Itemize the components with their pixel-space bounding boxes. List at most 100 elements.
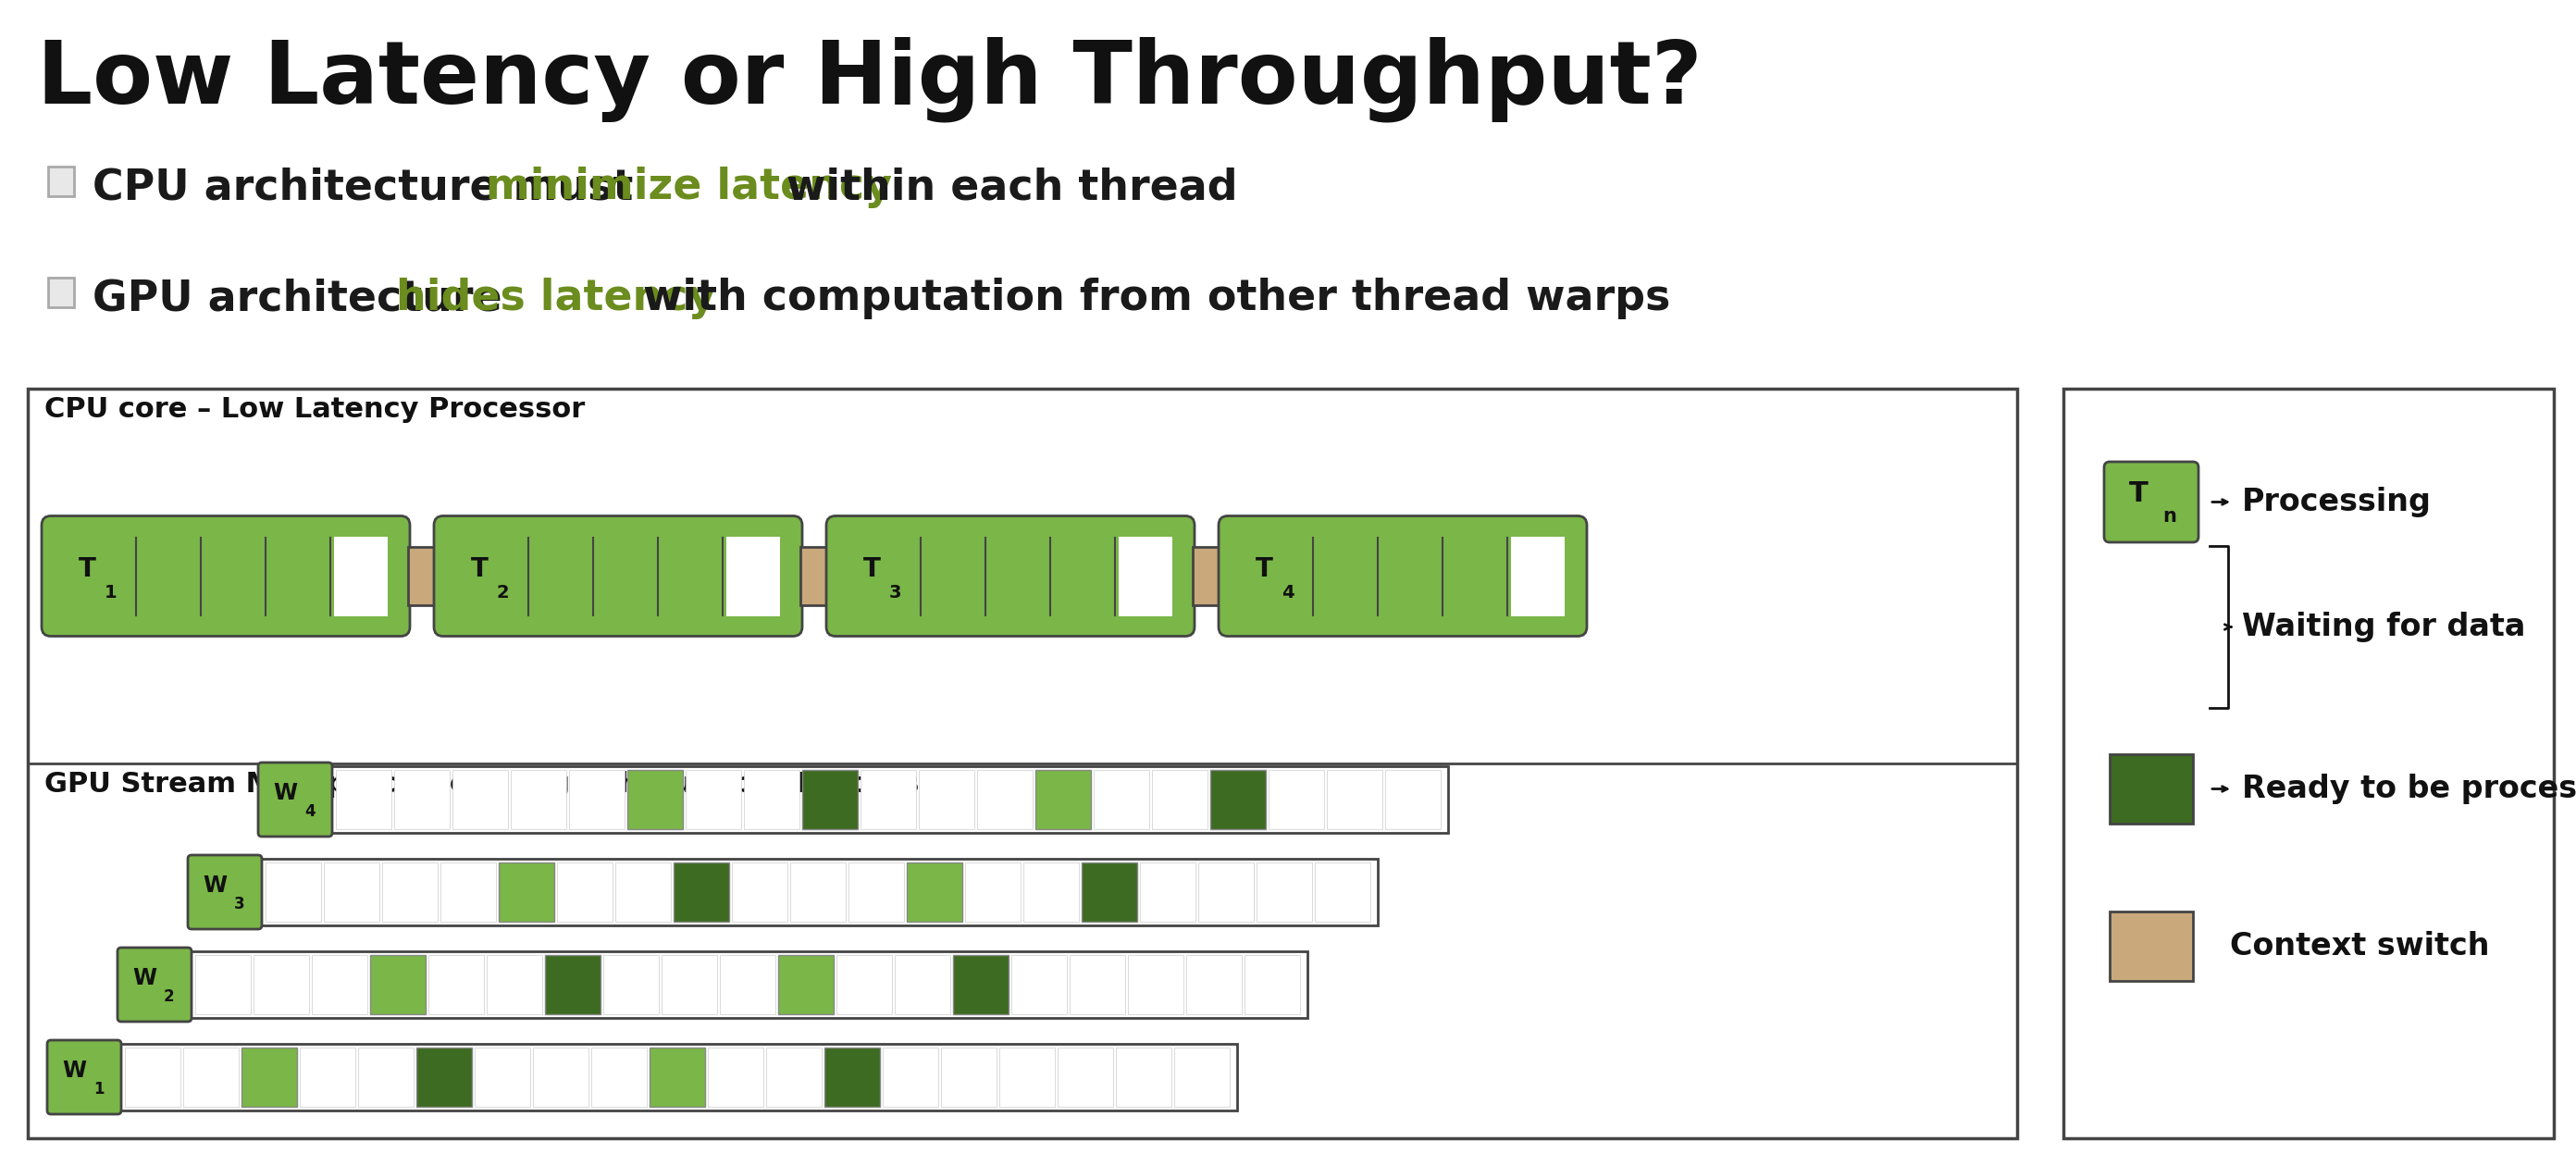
Bar xyxy=(121,1044,1236,1110)
Bar xyxy=(124,1047,180,1107)
Bar xyxy=(1257,863,1311,921)
Text: GPU architecture: GPU architecture xyxy=(93,278,518,319)
Bar xyxy=(1115,1047,1172,1107)
Text: CPU core – Low Latency Processor: CPU core – Low Latency Processor xyxy=(44,396,585,423)
Bar xyxy=(325,863,379,921)
Bar xyxy=(1012,955,1066,1014)
Bar xyxy=(1386,770,1440,829)
Text: with computation from other thread warps: with computation from other thread warps xyxy=(629,278,1669,319)
Bar xyxy=(649,1047,706,1107)
Bar xyxy=(966,863,1020,921)
Text: hides latency: hides latency xyxy=(397,278,716,319)
Bar xyxy=(139,536,193,616)
Bar xyxy=(592,1047,647,1107)
FancyBboxPatch shape xyxy=(827,515,1195,637)
FancyBboxPatch shape xyxy=(1218,515,1587,637)
FancyBboxPatch shape xyxy=(118,948,191,1021)
Bar xyxy=(884,1047,938,1107)
Text: Context switch: Context switch xyxy=(2231,930,2488,962)
Bar xyxy=(662,955,716,1014)
Bar xyxy=(1198,863,1255,921)
Bar xyxy=(28,388,2017,1138)
Text: T: T xyxy=(2130,480,2148,507)
Bar xyxy=(1327,770,1383,829)
Bar xyxy=(1095,770,1149,829)
Bar xyxy=(242,1047,296,1107)
Bar xyxy=(1185,955,1242,1014)
Bar xyxy=(719,955,775,1014)
FancyBboxPatch shape xyxy=(188,855,263,929)
FancyBboxPatch shape xyxy=(258,763,332,836)
Bar xyxy=(191,951,1309,1018)
Bar xyxy=(685,770,742,829)
Text: Waiting for data: Waiting for data xyxy=(2241,612,2524,642)
Bar xyxy=(335,536,389,616)
Bar xyxy=(1141,863,1195,921)
Text: T: T xyxy=(471,556,489,582)
Bar xyxy=(265,863,322,921)
Bar xyxy=(2110,912,2192,981)
Text: W: W xyxy=(273,781,296,805)
Bar xyxy=(744,770,799,829)
Text: 1: 1 xyxy=(93,1081,103,1097)
Bar xyxy=(1128,955,1182,1014)
Text: n: n xyxy=(2164,507,2177,525)
Bar xyxy=(860,770,917,829)
Bar xyxy=(1151,770,1208,829)
Bar xyxy=(953,955,1010,1014)
Bar xyxy=(672,863,729,921)
Bar xyxy=(1244,955,1301,1014)
Bar xyxy=(894,955,951,1014)
Bar xyxy=(270,536,322,616)
FancyBboxPatch shape xyxy=(433,515,801,637)
Text: 4: 4 xyxy=(304,803,314,820)
Bar xyxy=(299,1047,355,1107)
Bar xyxy=(183,1047,240,1107)
Bar xyxy=(49,278,75,307)
Bar xyxy=(312,955,368,1014)
FancyBboxPatch shape xyxy=(41,515,410,637)
Text: W: W xyxy=(62,1060,85,1082)
Bar xyxy=(1316,536,1370,616)
Bar xyxy=(335,770,392,829)
Text: W: W xyxy=(131,967,157,989)
Bar xyxy=(1069,955,1126,1014)
Bar xyxy=(1118,536,1172,616)
Bar xyxy=(989,536,1043,616)
Bar xyxy=(533,536,585,616)
Text: 2: 2 xyxy=(165,989,175,1005)
Bar xyxy=(603,955,659,1014)
Bar xyxy=(976,770,1033,829)
Bar xyxy=(417,1047,471,1107)
Bar xyxy=(662,536,716,616)
Bar xyxy=(791,863,845,921)
Text: Low Latency or High Throughput?: Low Latency or High Throughput? xyxy=(36,37,1703,122)
Bar xyxy=(708,1047,762,1107)
Bar xyxy=(1211,770,1265,829)
Text: T: T xyxy=(80,556,95,582)
Text: T: T xyxy=(863,556,881,582)
Text: minimize latency: minimize latency xyxy=(484,167,891,209)
Bar xyxy=(2063,388,2553,1138)
Bar xyxy=(801,770,858,829)
Text: T: T xyxy=(1257,556,1273,582)
Text: CPU architecture must: CPU architecture must xyxy=(93,167,649,209)
Bar xyxy=(1267,770,1324,829)
Text: Processing: Processing xyxy=(2241,486,2432,518)
Bar xyxy=(1175,1047,1229,1107)
Bar xyxy=(1314,863,1370,921)
Bar xyxy=(907,863,963,921)
Bar xyxy=(428,955,484,1014)
Text: within each thread: within each thread xyxy=(770,167,1236,209)
Bar xyxy=(546,955,600,1014)
Bar xyxy=(1445,536,1499,616)
Bar xyxy=(837,955,891,1014)
Bar xyxy=(2110,754,2192,823)
Bar xyxy=(1381,536,1435,616)
Text: 3: 3 xyxy=(889,584,902,602)
Text: GPU Stream Multiprocessor – High Throughput Processor: GPU Stream Multiprocessor – High Through… xyxy=(44,771,953,798)
Bar xyxy=(765,1047,822,1107)
Bar xyxy=(407,547,435,605)
Bar xyxy=(556,863,613,921)
Text: Ready to be processed: Ready to be processed xyxy=(2241,773,2576,805)
